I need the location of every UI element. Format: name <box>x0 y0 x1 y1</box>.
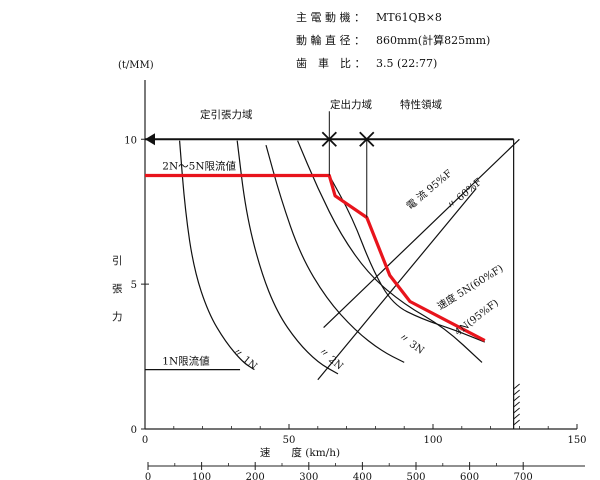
limit-label-1n: 1N限流値 <box>162 355 210 368</box>
hatch-mark <box>513 389 520 396</box>
hatch-mark <box>513 383 520 390</box>
x2-tick-label: 200 <box>246 472 265 480</box>
notch-label: 〃 3N <box>396 331 426 356</box>
x2-tick-label: 100 <box>192 472 211 480</box>
series-line-7 <box>317 188 477 381</box>
limit-label-2n-5n: 2N～5N限流値 <box>162 159 236 172</box>
region-label: 特性領域 <box>400 98 442 111</box>
series-line-4 <box>297 140 483 363</box>
spec-wheel-label: 動 輪 直 径 ： <box>296 33 365 47</box>
hatch-mark <box>513 395 520 402</box>
region-label: 定出力域 <box>330 98 372 111</box>
x-tick-label: 150 <box>567 435 586 446</box>
current-label: 〃 60%F <box>445 177 485 213</box>
spec-gear-label: 歯 車 比 ： <box>296 56 366 70</box>
series-line-5 <box>328 175 486 343</box>
spec-motor-value: MT61QB×8 <box>376 11 442 24</box>
x2-tick-label: 0 <box>145 472 151 480</box>
y-label-char-1: 引 <box>112 254 123 267</box>
y-unit: (t/MM) <box>118 60 154 71</box>
y-tick-label: 10 <box>124 135 137 146</box>
series-line-3 <box>265 144 405 363</box>
hatch-mark <box>513 407 520 414</box>
x2-tick-label: 600 <box>460 472 479 480</box>
region-boundary-mark <box>359 131 375 147</box>
x-axis-label: 速 度 (km/h) <box>260 446 340 459</box>
series-line-6 <box>323 138 520 329</box>
x2-tick-label: 500 <box>406 472 425 480</box>
region-label: 定引張力域 <box>200 108 253 121</box>
spec-block: 主 電 動 機 ： MT61QB×8 動 輪 直 径 ： 860mm(計算825… <box>296 10 490 70</box>
x2-tick-label: 400 <box>353 472 372 480</box>
notch-label: 〃 1N <box>230 346 259 373</box>
spec-wheel-value: 860mm(計算825mm) <box>376 33 490 47</box>
hatch-mark <box>513 419 520 426</box>
x-tick-label: 50 <box>283 435 296 446</box>
notch-label: 〃 2N <box>316 346 345 373</box>
curves <box>145 138 520 381</box>
x2-tick-label: 700 <box>514 472 533 480</box>
y-label-char-2: 張 <box>112 283 123 295</box>
spec-gear-value: 3.5 (22:77) <box>376 57 437 70</box>
hatch-mark <box>513 413 520 420</box>
x2-tick-label: 300 <box>299 472 318 480</box>
region-arrowhead-left <box>145 133 155 146</box>
annotations: 1N限流値 定引張力域 定出力域 特性領域 2N～5N限流値〃 1N 〃 2N 〃 3N 4N… <box>145 98 520 429</box>
envelope-line <box>145 173 486 343</box>
y-tick-label: 5 <box>131 280 137 291</box>
spec-motor-label: 主 電 動 機 ： <box>296 10 365 24</box>
x-tick-label: 0 <box>142 435 148 446</box>
y-tick-label: 0 <box>131 425 137 436</box>
notch-label: 4N(95%F) <box>453 298 501 339</box>
y-label-char-3: 力 <box>112 310 123 323</box>
x-tick-label: 100 <box>423 435 442 446</box>
hatch-mark <box>513 401 520 408</box>
